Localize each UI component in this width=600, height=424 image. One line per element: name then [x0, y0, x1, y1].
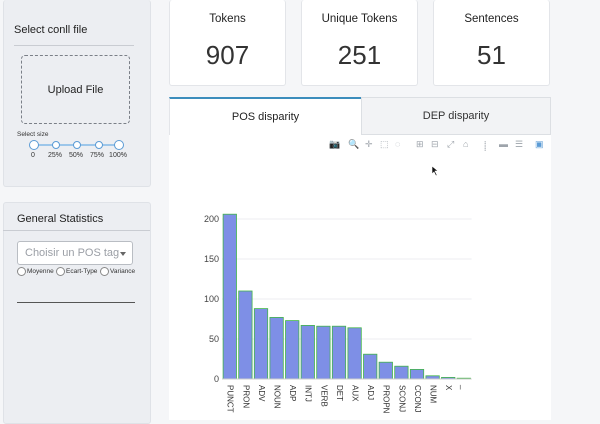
bar [238, 290, 253, 380]
lasso-select-icon[interactable]: ◌ [395, 139, 401, 149]
x-tick-label: PROPN [382, 385, 391, 414]
radio-label: Ecart-Type [66, 268, 98, 275]
size-tick-label: 100% [109, 152, 127, 159]
x-tick-label: AUX [350, 385, 359, 402]
unique-tokens-card: Unique Tokens 251 [301, 0, 418, 86]
bar [378, 361, 393, 380]
x-tick-label: SCONJ [397, 385, 406, 412]
x-tick-label: PUNCT [226, 385, 235, 413]
mouse-cursor-icon [431, 165, 439, 177]
radio-ecart-type[interactable]: Ecart-Type [56, 267, 97, 276]
radio-circle[interactable] [17, 267, 26, 276]
y-tick-label: 0 [214, 374, 219, 384]
card-label: Tokens [209, 13, 246, 25]
x-tick-label: NOUN [272, 385, 281, 409]
radio-label: Variance [110, 268, 136, 275]
size-tick-label: 50% [68, 152, 84, 159]
x-tick-label: ADV [257, 385, 266, 402]
bar [363, 353, 378, 380]
pan-icon[interactable]: ✛ [365, 139, 373, 149]
radio-circle[interactable] [100, 267, 109, 276]
y-tick-label: 200 [204, 214, 219, 224]
size-tick-label: 25% [47, 152, 63, 159]
hover-compare-icon[interactable]: ☰ [515, 139, 524, 149]
bar [347, 327, 362, 380]
spike-lines-icon[interactable]: ⸽ [484, 141, 487, 151]
pos-tag-placeholder: Choisir un POS tag [25, 247, 120, 259]
y-tick-label: 150 [204, 254, 219, 264]
x-tick-label: INTJ [304, 385, 313, 402]
bar [316, 325, 331, 380]
card-label: Sentences [464, 13, 519, 25]
zoom-icon[interactable]: 🔍 [348, 139, 360, 149]
x-tick-label: CCONJ [413, 385, 422, 413]
y-tick-label: 100 [204, 294, 219, 304]
chevron-down-icon [120, 252, 126, 256]
zoom-in-icon[interactable]: ⊞ [416, 139, 424, 149]
bar [300, 324, 315, 380]
size-slider-tick [73, 141, 81, 149]
radio-circle[interactable] [56, 267, 65, 276]
sentences-card: Sentences 51 [433, 0, 550, 86]
size-label: Select size [17, 131, 49, 138]
bar [394, 365, 409, 380]
bar [253, 308, 269, 380]
size-slider-max-handle[interactable] [114, 140, 124, 150]
box-select-icon[interactable]: ⬚ [380, 139, 389, 149]
size-slider-min-handle[interactable] [29, 140, 39, 150]
plotly-logo-icon[interactable]: ▣ [535, 139, 544, 149]
card-value: 907 [205, 40, 250, 70]
file-panel-title: Select conll file [14, 24, 88, 36]
size-slider-tick [95, 141, 103, 149]
pos-tag-select[interactable]: Choisir un POS tag [17, 241, 133, 265]
radio-label: Moyenne [27, 268, 54, 275]
tokens-card: Tokens 907 [169, 0, 286, 86]
pos-disparity-chart: 0 50 100 150 200 PUNCT PRON ADV NOUN ADP INTJ VERB D… [204, 213, 472, 414]
x-tick-label: ADP [288, 385, 297, 401]
card-value: 251 [337, 40, 382, 70]
bar [222, 213, 237, 380]
tab-dep-disparity[interactable]: DEP disparity [361, 97, 551, 135]
hover-closest-icon[interactable]: ▬ [499, 139, 508, 149]
output-underline [17, 302, 135, 303]
size-tick-label: 0 [31, 152, 35, 159]
bar [409, 368, 425, 380]
upload-file-button[interactable]: Upload File [21, 55, 130, 124]
radio-moyenne[interactable]: Moyenne [17, 267, 54, 276]
radio-variance[interactable]: Variance [100, 267, 135, 276]
x-tick-label: ADJ [366, 385, 375, 400]
divider [14, 45, 134, 46]
tab-pos-disparity[interactable]: POS disparity [169, 97, 361, 135]
x-tick-label: DET [335, 385, 344, 401]
size-slider-tick [52, 141, 60, 149]
x-tick-label: PRON [241, 385, 250, 408]
card-value: 51 [477, 40, 506, 70]
x-tick-label: X [444, 385, 453, 391]
card-label: Unique Tokens [321, 13, 398, 25]
x-tick-label: _ [460, 384, 469, 390]
bar [269, 316, 284, 380]
stats-panel [3, 202, 151, 424]
camera-icon[interactable]: 📷 [329, 139, 341, 149]
bar [285, 320, 300, 380]
bar [331, 325, 347, 380]
autoscale-icon[interactable]: ⤢ [447, 139, 455, 149]
stats-panel-title: General Statistics [17, 213, 104, 225]
home-icon[interactable]: ⌂ [463, 139, 469, 149]
x-tick-label: VERB [319, 385, 328, 407]
zoom-out-icon[interactable]: ⊟ [431, 139, 439, 149]
divider [3, 230, 150, 231]
size-tick-label: 75% [89, 152, 105, 159]
x-tick-label: NUM [428, 385, 437, 404]
y-tick-label: 50 [209, 334, 219, 344]
file-panel [3, 0, 151, 187]
